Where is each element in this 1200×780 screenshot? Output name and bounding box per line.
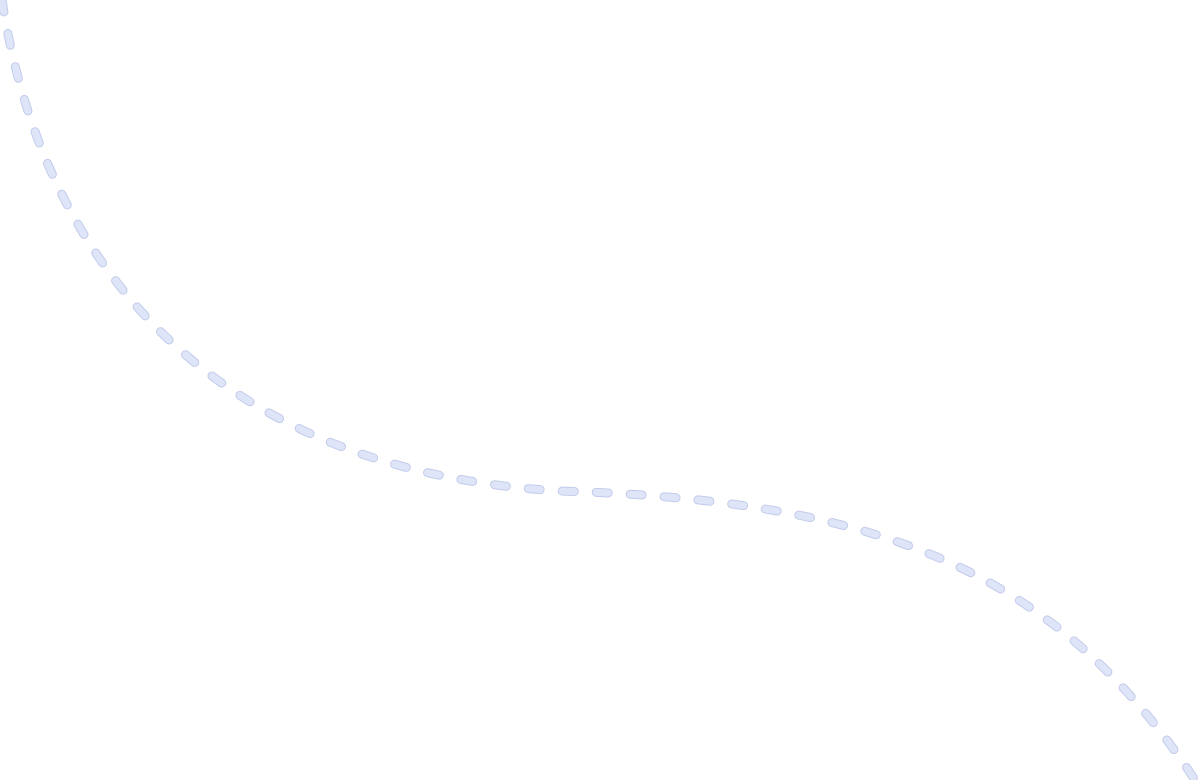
canvas: [0, 0, 1200, 780]
dashed-curve: [0, 0, 1199, 780]
dashed-curve-outline: [0, 0, 1200, 780]
